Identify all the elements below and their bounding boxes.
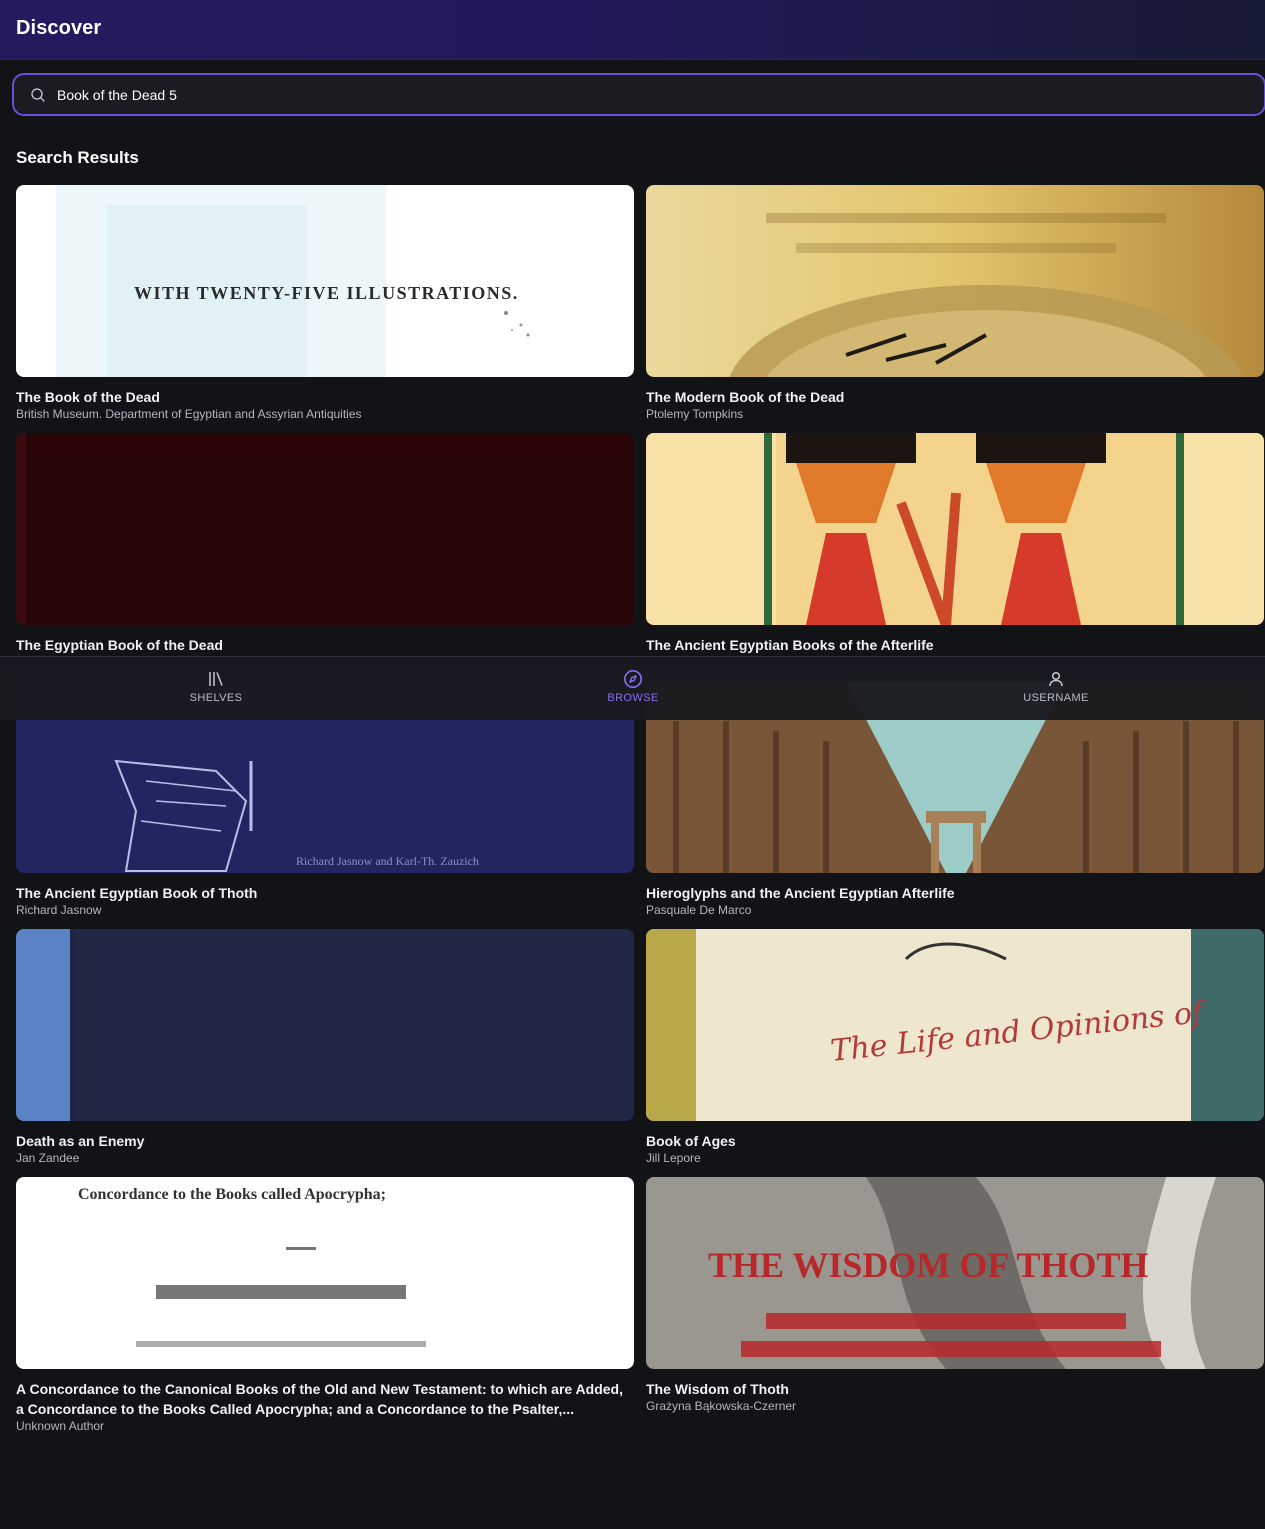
search-input[interactable]	[57, 85, 1237, 105]
book-cover[interactable]	[646, 185, 1264, 377]
book-author: Grażyna Bąkowska-Czerner	[646, 1399, 797, 1413]
book-card[interactable]: Concordance to the Books called Apocryph…	[16, 1177, 634, 1434]
nav-item-shelves[interactable]: SHELVES	[116, 657, 316, 721]
book-author: Unknown Author	[16, 1419, 105, 1433]
search-bar[interactable]	[12, 73, 1265, 116]
app-header: Discover	[0, 0, 1265, 60]
nav-item-username[interactable]: USERNAME	[956, 657, 1156, 721]
book-author: Jan Zandee	[16, 1151, 80, 1165]
book-title[interactable]: A Concordance to the Canonical Books of …	[16, 1381, 623, 1417]
compass-icon	[623, 669, 643, 689]
book-cover[interactable]	[16, 929, 634, 1121]
nav-label: BROWSE	[607, 692, 659, 704]
book-cover[interactable]: Concordance to the Books called Apocryph…	[16, 1177, 634, 1369]
book-title[interactable]: Death as an Enemy	[16, 1133, 145, 1149]
book-author: Richard Jasnow	[16, 903, 102, 917]
cover-text: Concordance to the Books called Apocryph…	[78, 1186, 386, 1203]
book-card[interactable]: The Ancient Egyptian Books of the Afterl…	[646, 433, 1264, 655]
book-cover[interactable]	[646, 433, 1264, 625]
book-card[interactable]: Death as an Enemy Jan Zandee	[16, 929, 634, 1166]
book-author: Jill Lepore	[646, 1151, 701, 1165]
book-cover[interactable]: THE WISDOM OF THOTH	[646, 1177, 1264, 1369]
bottom-nav: SHELVES BROWSE USERNAME	[0, 656, 1265, 720]
user-icon	[1049, 671, 1063, 687]
cover-text: THE WISDOM OF THOTH	[708, 1245, 1148, 1285]
cover-text: WITH TWENTY-FIVE ILLUSTRATIONS.	[134, 283, 519, 303]
book-title[interactable]: The Ancient Egyptian Books of the Afterl…	[646, 637, 934, 653]
book-card[interactable]: The Modern Book of the Dead Ptolemy Tomp…	[646, 185, 1264, 422]
book-cover[interactable]: WITH TWENTY-FIVE ILLUSTRATIONS.	[16, 185, 634, 377]
book-title[interactable]: The Modern Book of the Dead	[646, 389, 845, 405]
nav-item-browse[interactable]: BROWSE	[533, 657, 733, 721]
book-card[interactable]: The Life and Opinions of Book of Ages Ji…	[646, 929, 1264, 1166]
nav-label: SHELVES	[189, 692, 243, 704]
book-author: Ptolemy Tompkins	[646, 407, 744, 421]
book-cover[interactable]: The Life and Opinions of	[646, 929, 1264, 1121]
book-title[interactable]: Book of Ages	[646, 1133, 736, 1149]
book-card[interactable]: The Egyptian Book of the Dead	[16, 433, 634, 655]
book-title[interactable]: The Book of the Dead	[16, 389, 160, 405]
book-author: British Museum. Department of Egyptian a…	[16, 407, 362, 421]
section-title: Search Results	[16, 148, 139, 167]
search-icon	[31, 88, 45, 102]
book-cover[interactable]	[16, 433, 634, 625]
book-author: Pasquale De Marco	[646, 903, 752, 917]
book-card[interactable]: WITH TWENTY-FIVE ILLUSTRATIONS. The Book…	[16, 185, 634, 422]
cover-text: Richard Jasnow and Karl-Th. Zauzich	[296, 854, 479, 868]
page-title: Discover	[16, 17, 102, 39]
book-title[interactable]: The Ancient Egyptian Book of Thoth	[16, 885, 258, 901]
book-title[interactable]: The Egyptian Book of the Dead	[16, 637, 223, 653]
book-title[interactable]: Hieroglyphs and the Ancient Egyptian Aft…	[646, 885, 955, 901]
book-card[interactable]: THE WISDOM OF THOTH The Wisdom of Thoth …	[646, 1177, 1264, 1414]
shelves-icon	[209, 672, 223, 686]
nav-label: USERNAME	[1023, 692, 1089, 704]
book-title[interactable]: The Wisdom of Thoth	[646, 1381, 789, 1397]
